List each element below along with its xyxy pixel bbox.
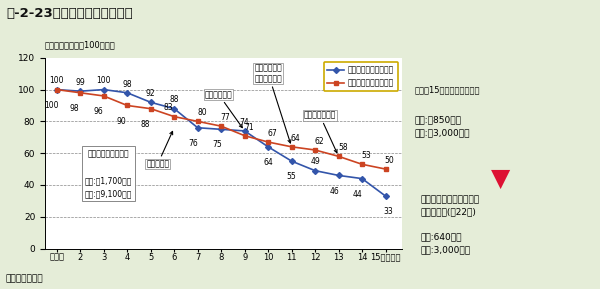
Text: 自動車り法制定: 自動車り法制定: [304, 111, 337, 153]
Line: 一般廃棄物最終処分量: 一般廃棄物最終処分量: [55, 88, 388, 171]
Text: 64: 64: [263, 158, 273, 167]
一般廃棄物最終処分量: [311, 148, 319, 152]
Text: 100: 100: [49, 76, 64, 86]
Text: 「平成15年度最終処分量」: 「平成15年度最終処分量」: [415, 85, 480, 94]
Text: 一廃:的850万と
産廃:祃3,000万と: 一廃:的850万と 産廃:祃3,000万と: [415, 115, 470, 137]
一般廃棄物最終処分量: [358, 162, 365, 166]
産業廃棄物最終処分量: [382, 194, 389, 198]
Text: 100: 100: [44, 101, 58, 110]
Legend: 産業廃棄物最終処分量, 一般廃棄物最終処分量: 産業廃棄物最終処分量, 一般廃棄物最終処分量: [323, 62, 398, 91]
一般廃棄物最終処分量: [53, 88, 61, 91]
Text: 家電り法制定: 家電り法制定: [205, 90, 242, 128]
Text: 平成元年最終処分量

一廃:瘄1,700万と
産廃:瘄9,100万と: 平成元年最終処分量 一廃:瘄1,700万と 産廃:瘄9,100万と: [85, 149, 132, 198]
産業廃棄物最終処分量: [218, 127, 225, 131]
産業廃棄物最終処分量: [77, 89, 84, 93]
産業廃棄物最終処分量: [358, 177, 365, 180]
Text: 80: 80: [197, 108, 206, 117]
一般廃棄物最終処分量: [100, 94, 107, 98]
Text: 100: 100: [97, 76, 111, 86]
Text: 廃棄物処理法基本方針に
おける目標(幇22年)

一廃:640万と
産廃:3,000万と: 廃棄物処理法基本方針に おける目標(幇22年) 一廃:640万と 産廃:3,00…: [420, 195, 479, 254]
産業廃棄物最終処分量: [53, 88, 61, 91]
Text: 53: 53: [361, 151, 371, 160]
産業廃棄物最終処分量: [241, 129, 248, 133]
産業廃棄物最終処分量: [288, 159, 295, 163]
一般廃棄物最終処分量: [218, 124, 225, 128]
Text: 平成元年度の値を100とする: 平成元年度の値を100とする: [45, 40, 116, 49]
Text: 74: 74: [240, 118, 250, 127]
Text: 55: 55: [287, 172, 296, 181]
Text: 76: 76: [188, 139, 199, 148]
Text: 88: 88: [169, 95, 179, 105]
一般廃棄物最終処分量: [77, 91, 84, 95]
Text: 77: 77: [220, 113, 230, 122]
Text: 容り法制定: 容り法制定: [146, 131, 173, 168]
産業廃棄物最終処分量: [147, 101, 154, 104]
Text: 46: 46: [329, 186, 339, 196]
一般廃棄物最終処分量: [124, 104, 131, 107]
Text: 96: 96: [93, 107, 103, 116]
Text: 90: 90: [117, 116, 127, 126]
Text: 62: 62: [314, 137, 324, 146]
Text: 92: 92: [146, 89, 155, 98]
一般廃棄物最終処分量: [265, 140, 272, 144]
一般廃棄物最終処分量: [382, 167, 389, 171]
Text: 50: 50: [385, 156, 395, 165]
Text: 食品り法制定
建設り法制定: 食品り法制定 建設り法制定: [254, 64, 291, 143]
産業廃棄物最終処分量: [194, 126, 201, 129]
Text: 98: 98: [70, 104, 79, 113]
Text: 83: 83: [164, 103, 173, 112]
Text: 71: 71: [244, 123, 254, 131]
一般廃棄物最終処分量: [194, 120, 201, 123]
Text: 序-2-23図　最終処分量の推移: 序-2-23図 最終処分量の推移: [6, 7, 133, 20]
Text: 98: 98: [122, 79, 132, 89]
一般廃棄物最終処分量: [335, 155, 342, 158]
産業廃棄物最終処分量: [265, 145, 272, 149]
一般廃棄物最終処分量: [288, 145, 295, 149]
Text: 44: 44: [353, 190, 363, 199]
Line: 産業廃棄物最終処分量: 産業廃棄物最終処分量: [55, 88, 388, 198]
Text: 58: 58: [338, 143, 347, 152]
一般廃棄物最終処分量: [147, 107, 154, 110]
一般廃棄物最終処分量: [170, 115, 178, 118]
Text: 64: 64: [291, 134, 301, 143]
Text: 75: 75: [212, 140, 222, 149]
Text: 88: 88: [140, 120, 150, 129]
産業廃棄物最終処分量: [335, 174, 342, 177]
Text: 33: 33: [383, 207, 393, 216]
産業廃棄物最終処分量: [311, 169, 319, 172]
産業廃棄物最終処分量: [124, 91, 131, 95]
一般廃棄物最終処分量: [241, 134, 248, 137]
Text: 99: 99: [76, 78, 85, 87]
産業廃棄物最終処分量: [170, 107, 178, 110]
Text: ▼: ▼: [491, 167, 511, 191]
Text: 49: 49: [310, 158, 320, 166]
産業廃棄物最終処分量: [100, 88, 107, 91]
Text: 67: 67: [268, 129, 277, 138]
Text: （資料）環境省: （資料）環境省: [6, 274, 44, 283]
